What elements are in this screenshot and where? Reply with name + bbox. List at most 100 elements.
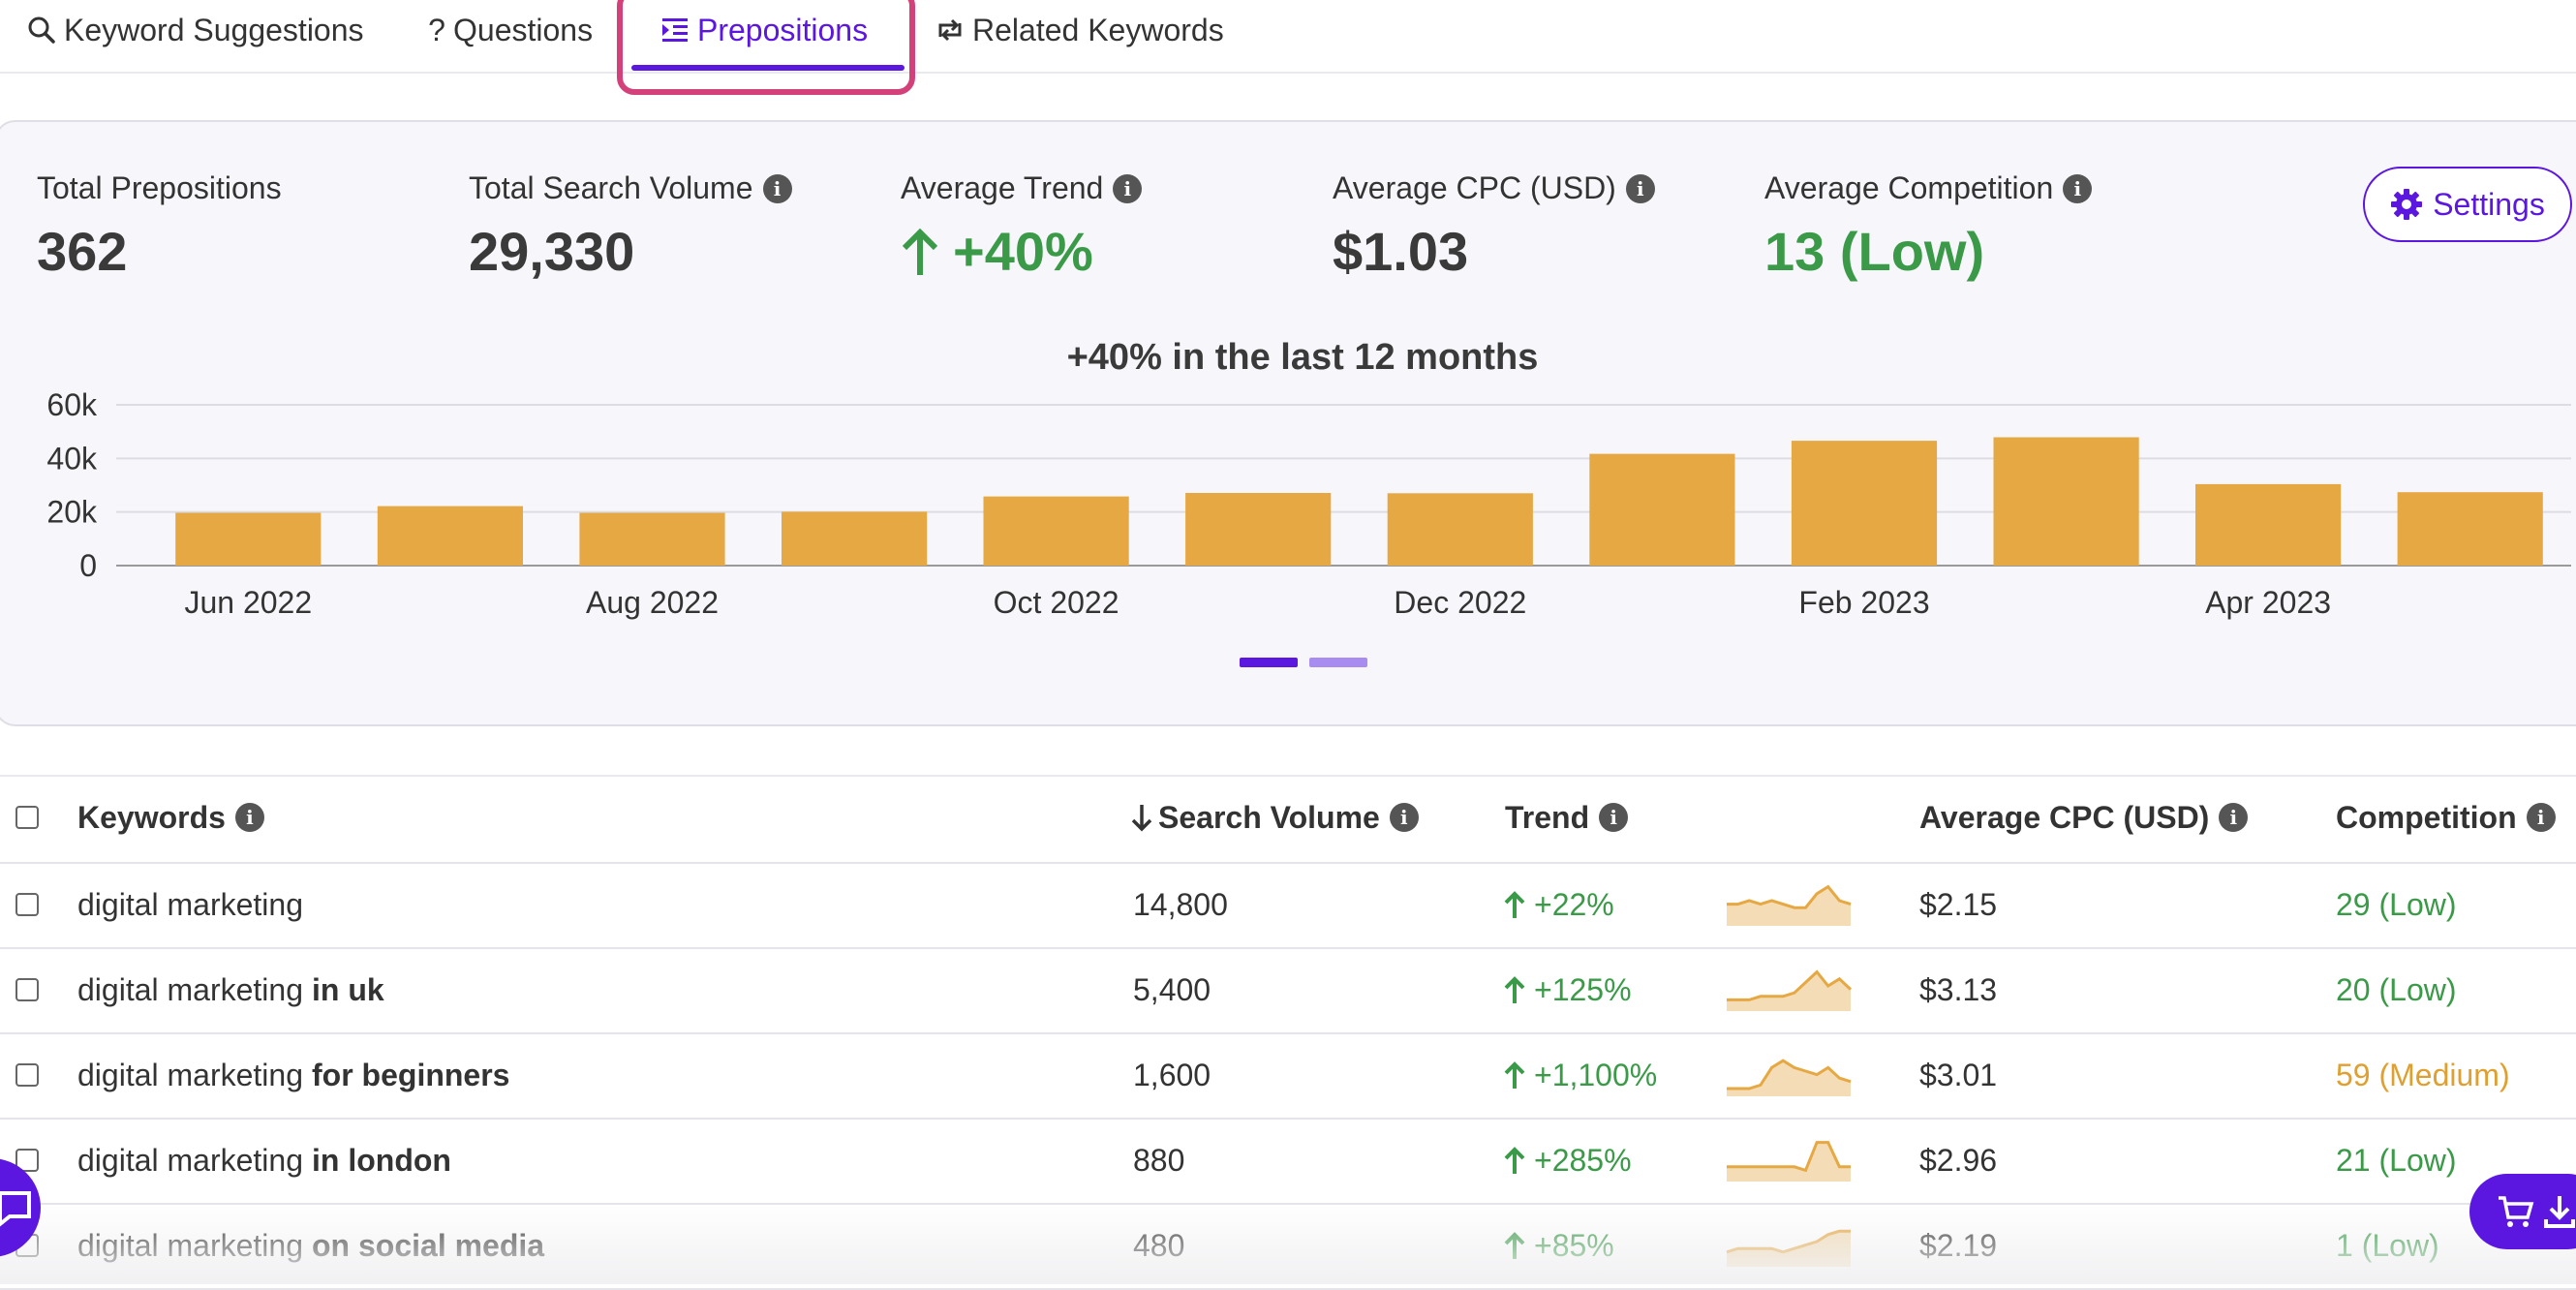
cpc-cell: $3.13 (1919, 971, 1998, 1007)
tab-label: Keyword Suggestions (64, 12, 364, 47)
download-icon (2544, 1196, 2575, 1228)
stat-label: Average Trend (901, 170, 1104, 205)
sparkline-line (1727, 1059, 1852, 1090)
stat-label: Average CPC (USD) (1333, 170, 1616, 205)
carousel-dot-active[interactable] (1240, 658, 1298, 667)
row-checkbox[interactable] (15, 893, 39, 916)
keyword-modifier[interactable]: in uk (312, 971, 384, 1007)
chart-bar[interactable] (2397, 492, 2543, 566)
tab-label: Related Keywords (972, 12, 1224, 47)
tab-label: Prepositions (697, 12, 869, 47)
trend-sparkline (1727, 1141, 1851, 1182)
info-icon[interactable]: i (234, 803, 264, 832)
chart-bar[interactable] (782, 511, 928, 566)
info-icon[interactable]: i (1599, 803, 1629, 832)
table-row[interactable]: digital marketing for beginners 1,600 +1,10… (0, 1032, 2576, 1120)
table-row[interactable]: digital marketing on social media 480 +85% $… (0, 1203, 2576, 1290)
row-checkbox[interactable] (15, 1063, 39, 1087)
info-icon[interactable]: i (762, 173, 792, 203)
stat-average-trend: Average Trend i +40% (901, 170, 1143, 283)
keyword-base[interactable]: digital marketing (77, 1142, 303, 1178)
column-header-cpc[interactable]: Average CPC (USD) (1919, 799, 2210, 835)
tab-related-keywords[interactable]: Related Keywords (934, 0, 1224, 60)
y-tick-label: 60k (46, 387, 98, 422)
chat-icon (0, 1191, 31, 1227)
chart-bar[interactable] (2195, 483, 2342, 566)
info-icon[interactable]: i (2063, 173, 2093, 203)
search-volume-cell: 880 (1133, 1142, 1185, 1178)
settings-button[interactable]: Settings (2363, 167, 2572, 242)
cart-icon (2499, 1196, 2534, 1227)
chart-bar[interactable] (1185, 493, 1332, 566)
search-volume-cell: 1,600 (1133, 1057, 1211, 1092)
keyword-base[interactable]: digital marketing (77, 1227, 303, 1263)
chart-bar[interactable] (1993, 437, 2139, 567)
tab-prepositions[interactable]: Prepositions (659, 0, 868, 60)
active-tab-indicator (631, 65, 905, 71)
chart-bar[interactable] (377, 506, 523, 566)
chart-bar[interactable] (1589, 453, 1735, 566)
info-icon[interactable]: i (1113, 173, 1143, 203)
row-checkbox[interactable] (15, 978, 39, 1001)
arrow-up-icon (1503, 975, 1526, 1004)
tab-highlight-annotation (617, 0, 915, 95)
info-icon[interactable]: i (1625, 173, 1655, 203)
search-volume-cell: 480 (1133, 1227, 1185, 1263)
column-header-competition[interactable]: Competition (2336, 799, 2517, 835)
keyword-base[interactable]: digital marketing (77, 1057, 303, 1092)
chart-bar[interactable] (175, 512, 322, 567)
trend-sparkline (1727, 969, 1852, 1011)
select-all-checkbox[interactable] (15, 806, 39, 829)
trend-value: +22% (1534, 886, 1614, 922)
sort-down-icon[interactable] (1131, 803, 1152, 832)
keyword-modifier[interactable]: on social media (312, 1227, 545, 1263)
table-row[interactable]: digital marketing in london 880 +285% $2.96 2… (0, 1118, 2576, 1205)
sparkline-line (1727, 1141, 1851, 1173)
column-header-search-volume[interactable]: Search Volume (1158, 799, 1380, 835)
stat-value: 29,330 (469, 221, 635, 282)
x-tick-label: Feb 2023 (1798, 585, 1929, 620)
tab-keyword-suggestions[interactable]: Keyword Suggestions (25, 0, 364, 60)
sparkline-area (1727, 971, 1851, 1011)
column-header-trend[interactable]: Trend (1505, 799, 1590, 835)
x-tick-label: Oct 2022 (994, 585, 1119, 620)
keyword-base[interactable]: digital marketing (77, 886, 303, 922)
keyword-modifier[interactable]: in london (312, 1142, 451, 1178)
search-volume-cell: 14,800 (1133, 886, 1228, 922)
trend-sparkline (1727, 884, 1852, 926)
column-header-keywords[interactable]: Keywords (77, 799, 226, 835)
competition-cell: 21 (Low) (2336, 1142, 2457, 1178)
settings-label: Settings (2433, 186, 2545, 222)
trend-value: +125% (1534, 971, 1632, 1007)
export-cart-button[interactable] (2469, 1174, 2576, 1249)
chart-bar[interactable] (983, 496, 1129, 566)
chart-bar[interactable] (1387, 493, 1533, 566)
gear-icon (2391, 189, 2423, 220)
info-icon[interactable]: i (2219, 803, 2249, 832)
tab-bar: Keyword Suggestions ? Questions Preposit… (0, 0, 2576, 95)
sparkline-line (1727, 969, 1852, 1001)
stat-average-competition: Average Competition i 13 (Low) (1764, 170, 2093, 283)
table-row[interactable]: digital marketing 14,800 +22% $2.15 29 (Low) (0, 862, 2576, 949)
cpc-cell: $2.15 (1919, 886, 1998, 922)
chart-bar[interactable] (1791, 441, 1938, 566)
table-row[interactable]: digital marketing in uk 5,400 +125% $3.13 20 … (0, 947, 2576, 1034)
stat-value: +40% (953, 221, 1093, 282)
x-tick-label: Apr 2023 (2205, 585, 2331, 620)
y-tick-label: 40k (46, 441, 98, 476)
table-header-row: Keywords i Search Volume i Trend i Avera… (0, 775, 2576, 864)
x-tick-label: Aug 2022 (586, 585, 719, 620)
info-icon[interactable]: i (1389, 803, 1419, 832)
y-tick-label: 20k (46, 495, 98, 530)
info-icon[interactable]: i (2526, 803, 2556, 832)
sparkline-line (1727, 884, 1852, 909)
chart-bar[interactable] (579, 512, 725, 567)
carousel-dot[interactable] (1309, 658, 1367, 667)
arrow-up-icon (1503, 890, 1526, 919)
keyword-base[interactable]: digital marketing (77, 971, 303, 1007)
trend-sparkline (1727, 1059, 1852, 1096)
arrow-up-icon (901, 227, 939, 277)
trend-value: +85% (1534, 1227, 1614, 1263)
tab-questions[interactable]: ? Questions (426, 0, 593, 60)
keyword-modifier[interactable]: for beginners (312, 1057, 510, 1092)
